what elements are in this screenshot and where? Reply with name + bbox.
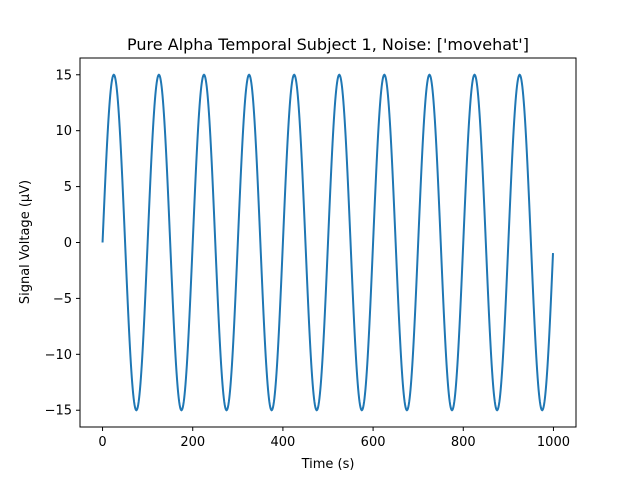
x-tick-label: 600 <box>361 435 386 450</box>
y-tick-label: 5 <box>64 180 72 195</box>
x-tick-label: 1000 <box>537 435 570 450</box>
x-axis-label: Time (s) <box>301 457 355 472</box>
y-axis-label: Signal Voltage (μV) <box>18 180 33 304</box>
y-tick-label: 10 <box>55 124 72 139</box>
y-tick-label: 0 <box>64 236 72 251</box>
x-tick-label: 200 <box>180 435 205 450</box>
x-axis-ticks: 0 200 400 600 800 1000 <box>98 427 570 450</box>
x-tick-label: 400 <box>270 435 295 450</box>
y-tick-label: −10 <box>45 348 72 363</box>
y-tick-label: 15 <box>55 68 72 83</box>
x-tick-label: 0 <box>98 435 106 450</box>
y-tick-label: −5 <box>53 292 72 307</box>
chart-title: Pure Alpha Temporal Subject 1, Noise: ['… <box>127 35 529 54</box>
series-line <box>101 73 554 412</box>
x-tick-label: 800 <box>451 435 476 450</box>
y-axis-ticks: −15 −10 −5 0 5 10 15 <box>45 68 80 419</box>
y-tick-label: −15 <box>45 404 72 419</box>
